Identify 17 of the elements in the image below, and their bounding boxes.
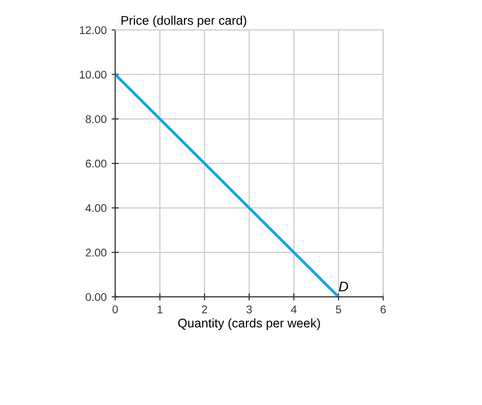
x-tick-label: 2 <box>202 305 208 314</box>
y-tick-label: 2.00 <box>86 248 106 257</box>
y-tick-label: 6.00 <box>86 160 106 168</box>
x-tick-label: 4 <box>291 306 297 314</box>
y-axis-title: Price (dollars per card) <box>122 16 246 28</box>
y-tick-label: 10.00 <box>80 70 106 79</box>
x-tick-label: 0 <box>112 305 118 314</box>
y-tick-label: 8.00 <box>86 115 106 124</box>
x-tick-label: 5 <box>336 306 342 314</box>
annotation: D <box>338 282 348 292</box>
x-axis-title: Quantity (cards per week) <box>178 318 320 330</box>
y-tick-label: 12.00 <box>80 26 106 34</box>
y-tick-label: 0.00 <box>86 293 106 301</box>
y-tick-label: 4.00 <box>85 204 106 212</box>
x-tick-label: 6 <box>380 305 386 314</box>
x-tick-label: 1 <box>158 306 162 314</box>
x-tick-label: 3 <box>246 305 252 314</box>
